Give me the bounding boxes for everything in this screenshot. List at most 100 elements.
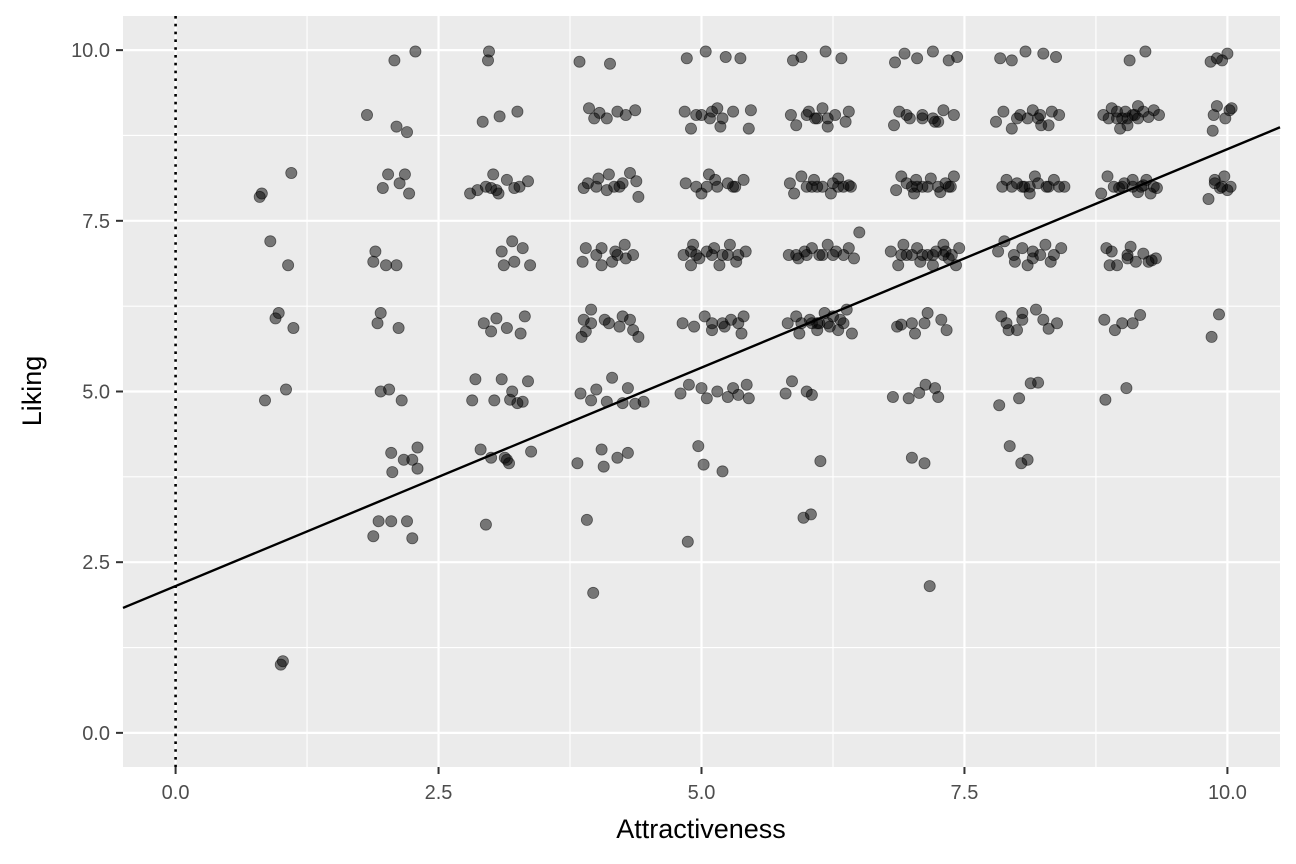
- data-point: [784, 109, 797, 122]
- data-point: [485, 325, 498, 338]
- data-point: [839, 115, 852, 128]
- data-point: [367, 530, 380, 543]
- data-point: [783, 177, 796, 190]
- data-point: [842, 179, 855, 192]
- data-point: [848, 252, 861, 265]
- data-point: [997, 105, 1010, 118]
- data-point: [1149, 252, 1162, 265]
- data-point: [921, 306, 934, 319]
- data-point: [695, 109, 708, 122]
- data-point: [1105, 245, 1118, 258]
- data-point: [679, 177, 692, 190]
- data-point: [1206, 124, 1219, 137]
- data-point: [898, 47, 911, 60]
- data-point: [1047, 248, 1060, 261]
- data-point: [994, 52, 1007, 65]
- y-tick-label: 7.5: [82, 211, 110, 233]
- data-point: [909, 327, 922, 340]
- data-point: [779, 387, 792, 400]
- data-point: [790, 248, 803, 261]
- data-point: [1042, 119, 1055, 132]
- data-point: [939, 245, 952, 258]
- data-point: [632, 190, 645, 203]
- data-point: [716, 112, 729, 125]
- data-point: [935, 313, 948, 326]
- data-point: [734, 52, 747, 65]
- data-point: [1101, 170, 1114, 183]
- data-point: [990, 115, 1003, 128]
- data-point: [742, 122, 755, 135]
- data-point: [576, 255, 589, 268]
- data-point: [897, 238, 910, 251]
- data-point: [706, 105, 719, 118]
- data-point: [616, 177, 629, 190]
- data-point: [516, 242, 529, 255]
- data-point: [918, 457, 931, 470]
- data-point: [947, 109, 960, 122]
- data-point: [1011, 112, 1024, 125]
- data-point: [411, 462, 424, 475]
- data-point: [711, 180, 724, 193]
- data-point: [932, 390, 945, 403]
- data-point: [474, 443, 487, 456]
- data-point: [611, 451, 624, 464]
- data-point: [682, 378, 695, 391]
- data-point: [595, 242, 608, 255]
- data-point: [388, 54, 401, 67]
- data-point: [845, 327, 858, 340]
- data-point: [905, 317, 918, 330]
- data-point: [255, 187, 268, 200]
- data-point: [916, 112, 929, 125]
- data-point: [723, 238, 736, 251]
- data-point: [482, 45, 495, 58]
- x-tick-label: 5.0: [688, 782, 716, 804]
- data-point: [692, 440, 705, 453]
- data-point: [700, 180, 713, 193]
- data-point: [386, 466, 399, 479]
- x-tick-label: 7.5: [951, 782, 979, 804]
- data-point: [800, 109, 813, 122]
- data-point: [577, 313, 590, 326]
- data-point: [393, 177, 406, 190]
- data-point: [1037, 47, 1050, 60]
- data-point: [1042, 180, 1055, 193]
- x-tick-label: 0.0: [162, 782, 190, 804]
- data-point: [1139, 45, 1152, 58]
- data-point: [1005, 122, 1018, 135]
- data-point: [795, 170, 808, 183]
- data-point: [525, 445, 538, 458]
- data-point: [827, 248, 840, 261]
- data-point: [371, 317, 384, 330]
- data-point: [585, 303, 598, 316]
- data-point: [624, 313, 637, 326]
- data-point: [900, 109, 913, 122]
- data-point: [800, 248, 813, 261]
- data-point: [795, 51, 808, 64]
- data-point: [676, 317, 689, 330]
- data-point: [742, 392, 755, 405]
- data-point: [895, 318, 908, 331]
- data-point: [1008, 255, 1021, 268]
- data-point: [816, 102, 829, 115]
- fit-line-layer: [122, 126, 1281, 610]
- data-point: [1095, 187, 1108, 200]
- data-point: [406, 532, 419, 545]
- data-point: [905, 180, 918, 193]
- data-point: [400, 126, 413, 139]
- data-point: [713, 259, 726, 272]
- data-points: [253, 45, 1238, 671]
- data-point: [476, 115, 489, 128]
- data-point: [376, 181, 389, 194]
- data-point: [697, 458, 710, 471]
- data-point: [619, 109, 632, 122]
- data-point: [500, 321, 513, 334]
- data-point: [1221, 47, 1234, 60]
- data-point: [1224, 180, 1237, 193]
- data-point: [506, 235, 519, 248]
- data-point: [490, 312, 503, 325]
- data-point: [921, 180, 934, 193]
- data-point: [940, 324, 953, 337]
- data-point: [698, 310, 711, 323]
- data-point: [276, 655, 289, 668]
